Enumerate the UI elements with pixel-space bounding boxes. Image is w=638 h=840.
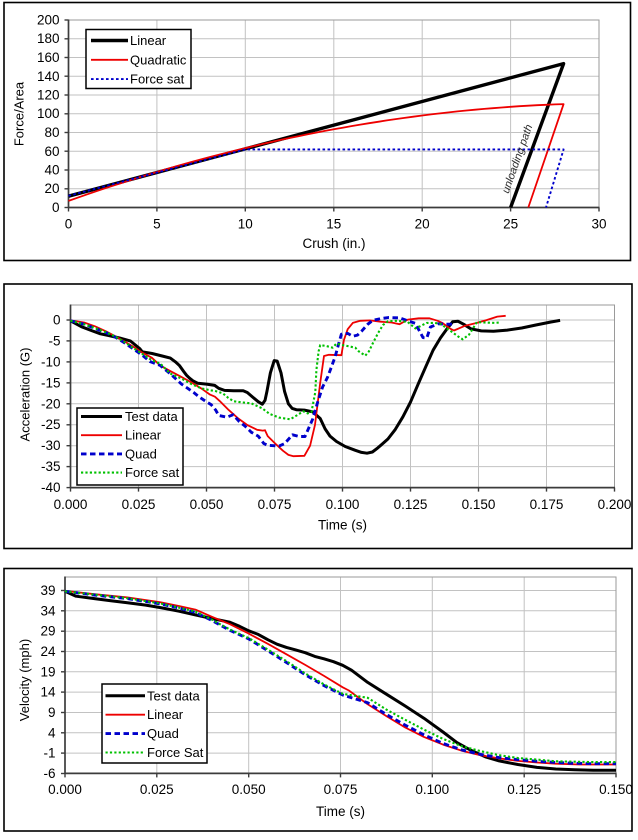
svg-text:0.075: 0.075 <box>258 497 292 512</box>
svg-text:0.050: 0.050 <box>190 497 224 512</box>
svg-text:120: 120 <box>37 88 60 103</box>
svg-text:0.000: 0.000 <box>48 782 82 797</box>
svg-text:14: 14 <box>40 685 56 700</box>
svg-text:0.125: 0.125 <box>507 782 541 797</box>
svg-text:0.150: 0.150 <box>462 497 496 512</box>
svg-text:0: 0 <box>53 313 61 328</box>
svg-text:0.100: 0.100 <box>415 782 449 797</box>
svg-text:-35: -35 <box>41 459 61 474</box>
svg-text:140: 140 <box>37 69 60 84</box>
svg-text:-6: -6 <box>43 766 55 781</box>
svg-text:80: 80 <box>44 125 59 140</box>
svg-text:60: 60 <box>44 144 59 159</box>
svg-text:200: 200 <box>37 13 60 28</box>
svg-text:Test data: Test data <box>147 688 201 703</box>
svg-text:5: 5 <box>153 217 161 232</box>
svg-text:4: 4 <box>48 725 56 740</box>
svg-text:20: 20 <box>415 217 430 232</box>
svg-text:Crush (in.): Crush (in.) <box>302 236 365 251</box>
svg-text:Test data: Test data <box>125 409 179 424</box>
svg-text:0.025: 0.025 <box>140 782 174 797</box>
svg-text:Linear: Linear <box>130 33 167 48</box>
svg-text:-10: -10 <box>41 354 61 369</box>
svg-text:0: 0 <box>52 200 60 215</box>
svg-text:-25: -25 <box>41 417 61 432</box>
svg-text:0.150: 0.150 <box>599 782 633 797</box>
svg-text:-40: -40 <box>41 480 61 495</box>
svg-text:0.050: 0.050 <box>232 782 266 797</box>
svg-text:0.075: 0.075 <box>324 782 358 797</box>
svg-text:0.100: 0.100 <box>326 497 360 512</box>
svg-text:-30: -30 <box>41 438 61 453</box>
svg-text:-20: -20 <box>41 396 61 411</box>
svg-text:25: 25 <box>503 217 518 232</box>
svg-text:29: 29 <box>40 624 55 639</box>
svg-text:Linear: Linear <box>125 428 162 443</box>
svg-text:Force Sat: Force Sat <box>147 745 204 760</box>
svg-text:160: 160 <box>37 50 60 65</box>
svg-text:24: 24 <box>40 644 56 659</box>
svg-text:100: 100 <box>37 106 60 121</box>
svg-text:Force sat: Force sat <box>130 72 185 87</box>
svg-text:40: 40 <box>44 163 59 178</box>
svg-text:10: 10 <box>238 217 253 232</box>
svg-text:0.125: 0.125 <box>394 497 428 512</box>
svg-text:0.025: 0.025 <box>122 497 156 512</box>
svg-text:Force/Area: Force/Area <box>12 81 27 146</box>
svg-text:Quadratic: Quadratic <box>130 52 187 67</box>
svg-text:34: 34 <box>40 603 56 618</box>
svg-text:0: 0 <box>65 217 73 232</box>
svg-text:Velocity (mph): Velocity (mph) <box>17 639 32 721</box>
svg-text:Time (s): Time (s) <box>318 518 367 533</box>
svg-text:-5: -5 <box>48 333 60 348</box>
svg-text:Acceleration (G): Acceleration (G) <box>18 348 33 442</box>
svg-text:0.200: 0.200 <box>598 497 632 512</box>
svg-text:Time (s): Time (s) <box>316 804 365 819</box>
svg-text:0.000: 0.000 <box>54 497 88 512</box>
svg-text:-1: -1 <box>43 746 55 761</box>
svg-text:Force sat: Force sat <box>125 465 180 480</box>
svg-text:Quad: Quad <box>147 726 179 741</box>
svg-text:-15: -15 <box>41 375 61 390</box>
svg-text:20: 20 <box>44 181 59 196</box>
svg-text:9: 9 <box>48 705 56 720</box>
svg-text:19: 19 <box>40 664 55 679</box>
svg-text:30: 30 <box>591 217 606 232</box>
svg-text:180: 180 <box>37 31 60 46</box>
svg-text:Quad: Quad <box>125 446 157 461</box>
svg-text:0.175: 0.175 <box>530 497 564 512</box>
svg-text:Linear: Linear <box>147 707 184 722</box>
svg-text:15: 15 <box>326 217 341 232</box>
svg-text:39: 39 <box>40 583 55 598</box>
